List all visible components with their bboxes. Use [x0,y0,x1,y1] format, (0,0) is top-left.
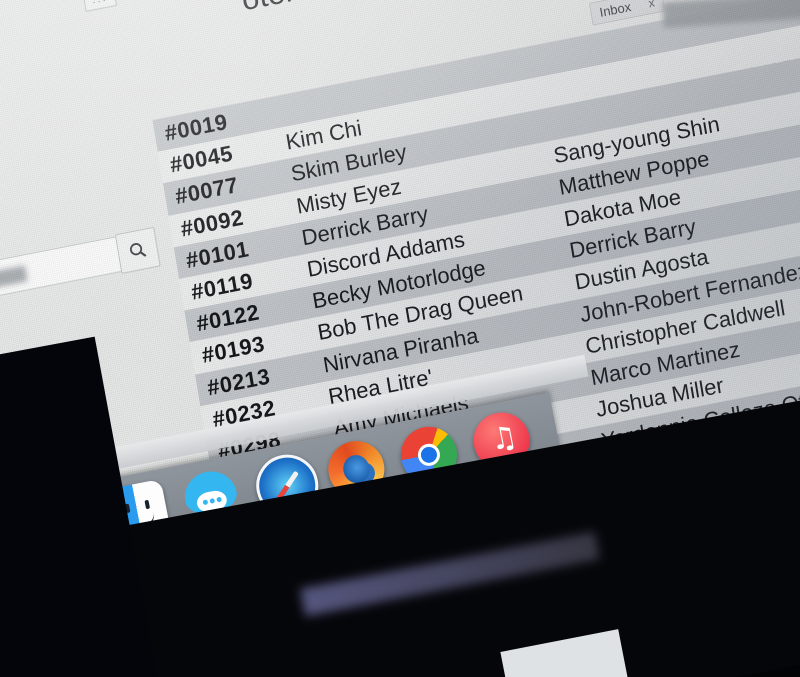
close-icon[interactable]: x [647,0,656,10]
page-title: otel bookings for RPDR Cast [239,0,636,18]
show-trimmed-content-button[interactable]: ... [82,0,118,12]
label-chip-name: Inbox [598,0,633,20]
search-icon[interactable] [114,226,161,274]
laptop-screen: (6,287) s (39) to me Thanks! ... otel bo… [0,0,800,608]
